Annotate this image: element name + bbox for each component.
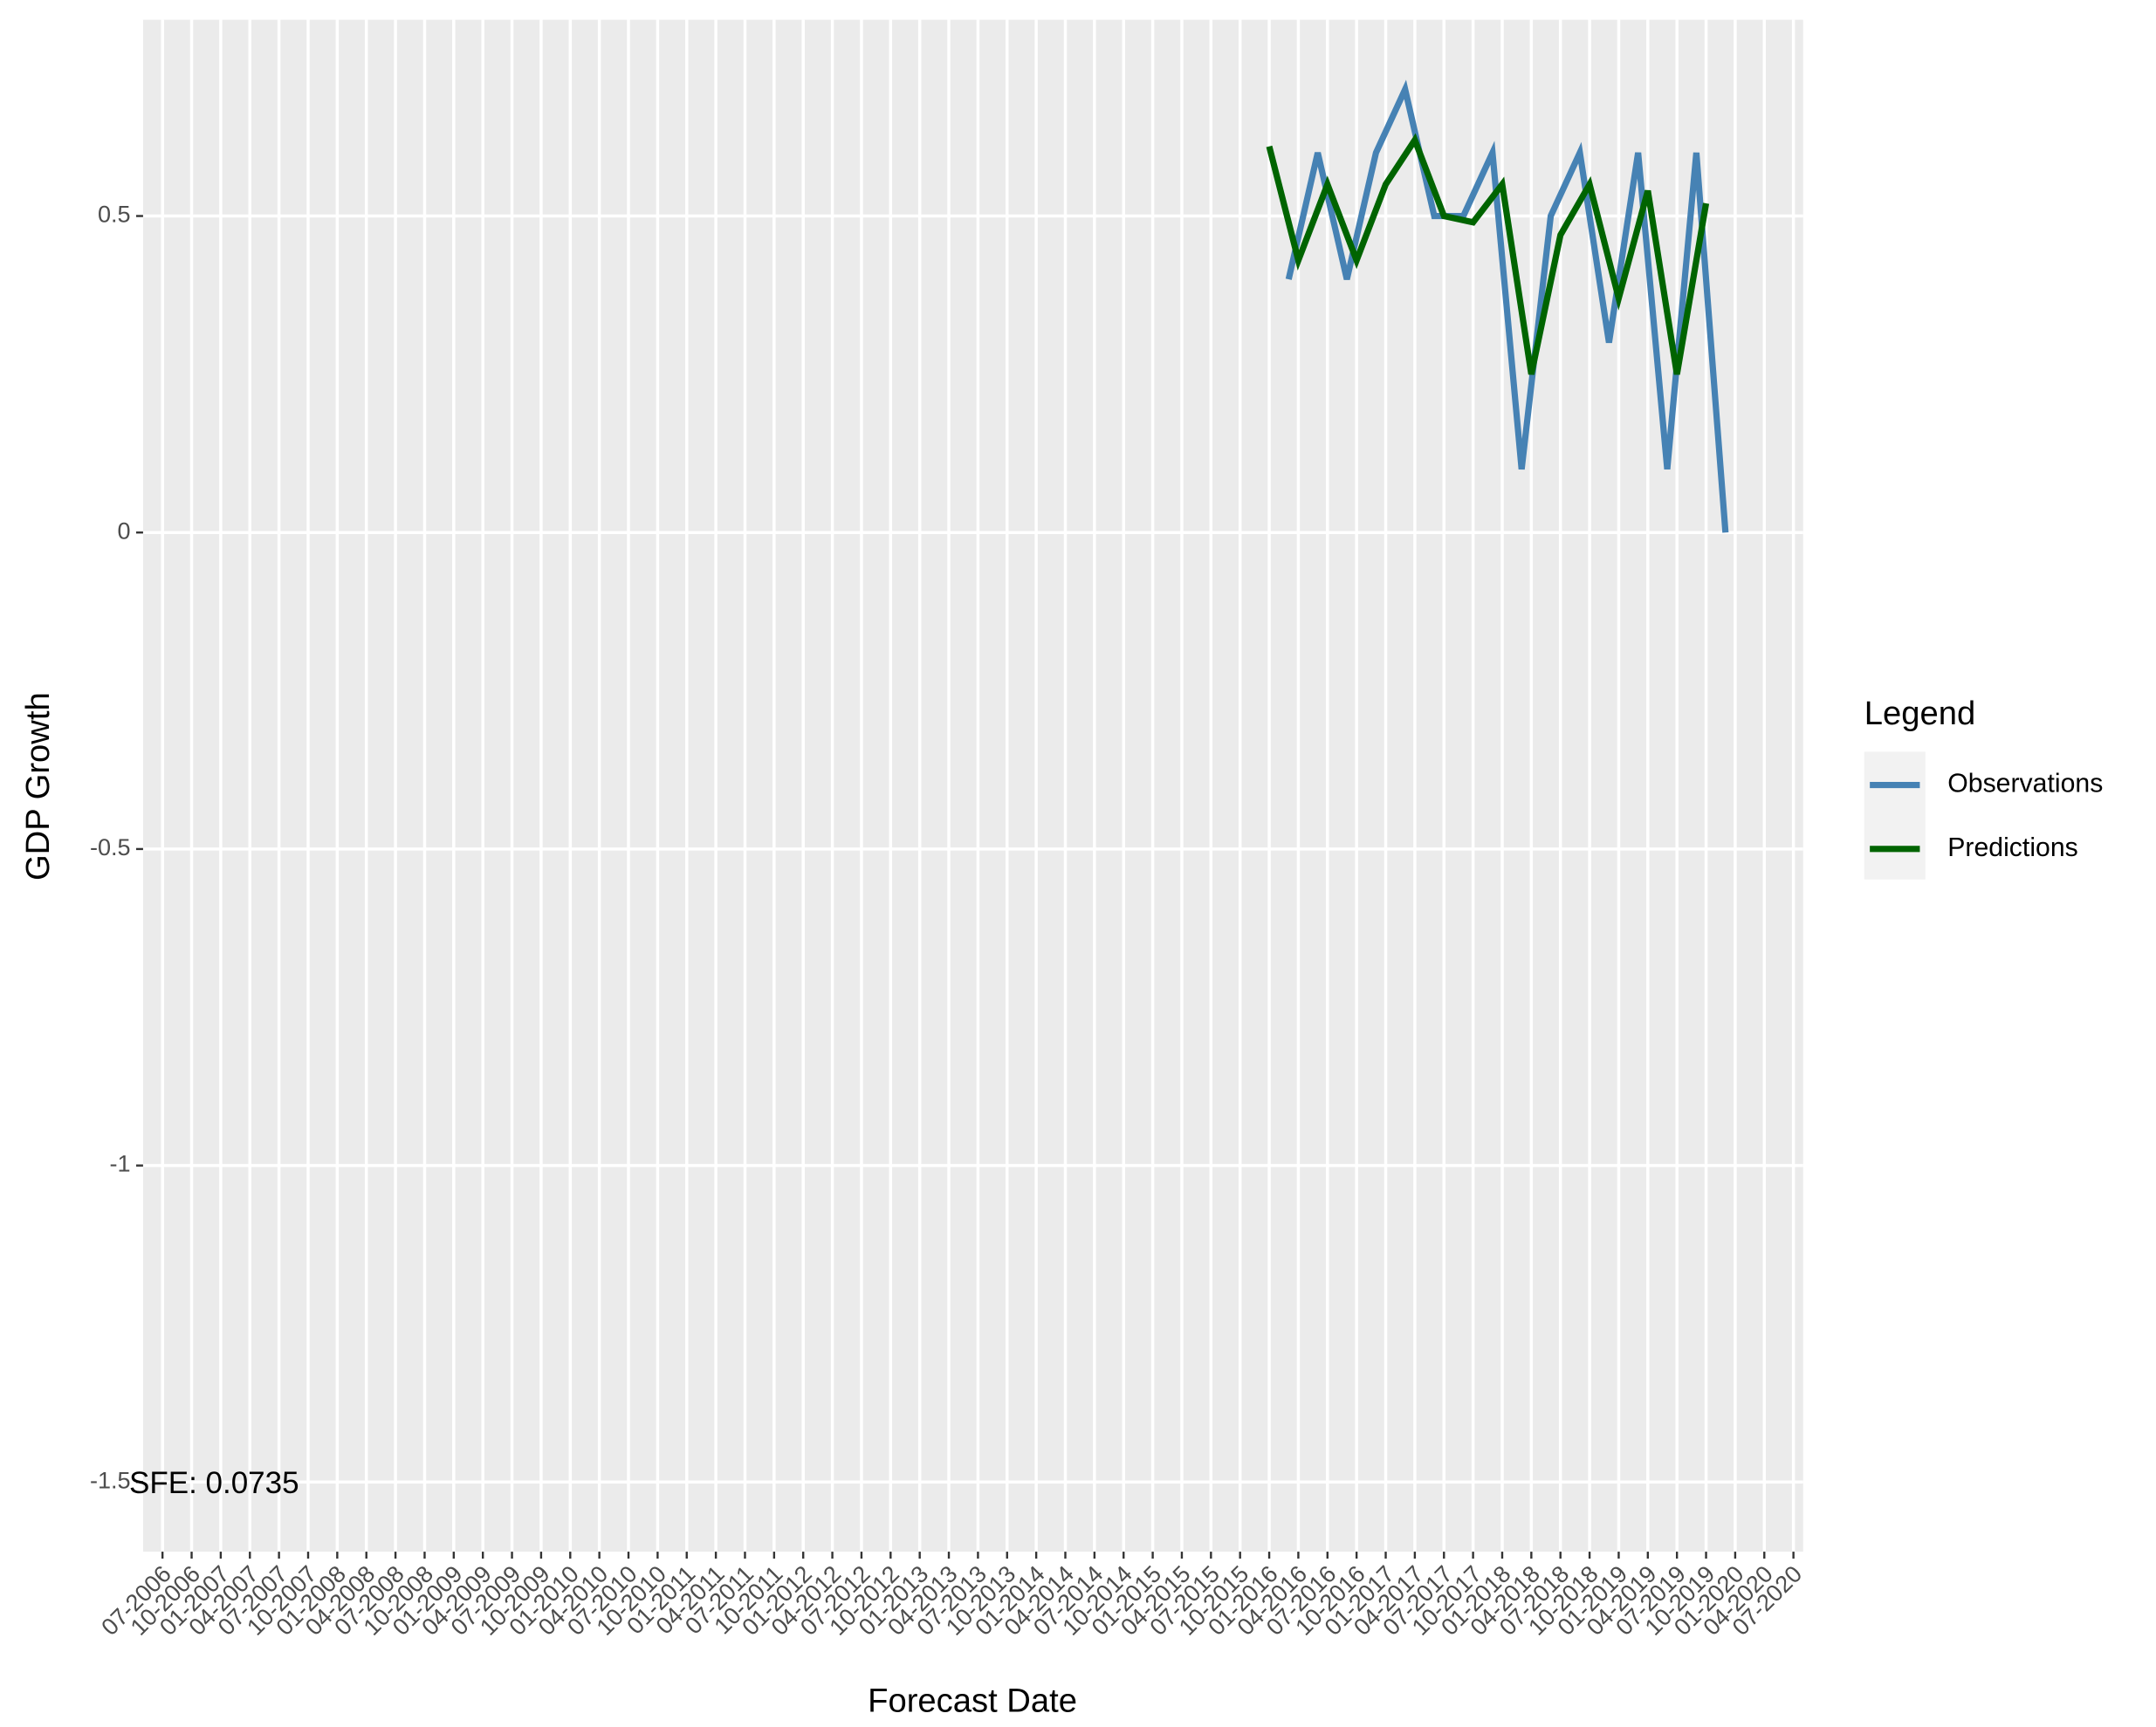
x-axis-title: Forecast Date: [868, 1682, 1077, 1720]
y-tick-label: 0: [118, 517, 131, 544]
y-tick-label: -0.5: [90, 834, 131, 860]
y-axis-title: GDP Growth: [19, 692, 57, 881]
series-line: [1266, 133, 1710, 375]
y-tick-label: -1: [110, 1151, 131, 1177]
legend-label: Predictions: [1947, 833, 2078, 862]
y-tick-label: 0.5: [98, 202, 131, 228]
annotation: SFE: 0.0735: [129, 1466, 299, 1500]
legend: Legend Observations Predictions: [1864, 695, 2103, 880]
panel: [142, 19, 1803, 1552]
legend-title: Legend: [1864, 695, 1975, 732]
lines: [1266, 79, 1729, 533]
legend-label: Observations: [1947, 770, 2103, 798]
legend-key-background: [1864, 751, 1926, 880]
series-line: [1285, 79, 1729, 533]
y-tick-label: -1.5: [90, 1467, 131, 1493]
grid: [142, 19, 1803, 1552]
